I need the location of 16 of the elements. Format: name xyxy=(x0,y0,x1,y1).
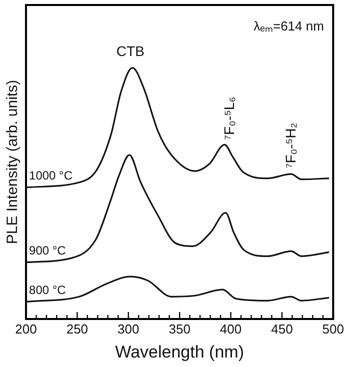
series-label: 800 °C xyxy=(29,282,66,297)
text: λₑₘ=614 nm xyxy=(254,18,324,34)
series-label: 1000 °C xyxy=(29,168,73,183)
x-tick-label: 450 xyxy=(271,321,293,336)
x-tick-label: 350 xyxy=(168,321,190,336)
x-tick-label: 200 xyxy=(15,321,37,336)
x-tick-label: 300 xyxy=(118,321,140,336)
x-tick-label: 500 xyxy=(322,321,344,336)
x-tick-label: 400 xyxy=(220,321,242,336)
series-label: 900 °C xyxy=(29,244,66,258)
annotation: ⁷F₀-⁵H₂ xyxy=(282,122,299,168)
annotation: ⁷F₀-⁵L₆ xyxy=(221,96,238,140)
y-axis-title: PLE Intensity (arb. units) xyxy=(4,80,22,244)
x-axis-title: Wavelength (nm) xyxy=(115,342,244,362)
x-tick-label: 250 xyxy=(66,321,88,336)
text: CTB xyxy=(116,42,144,59)
